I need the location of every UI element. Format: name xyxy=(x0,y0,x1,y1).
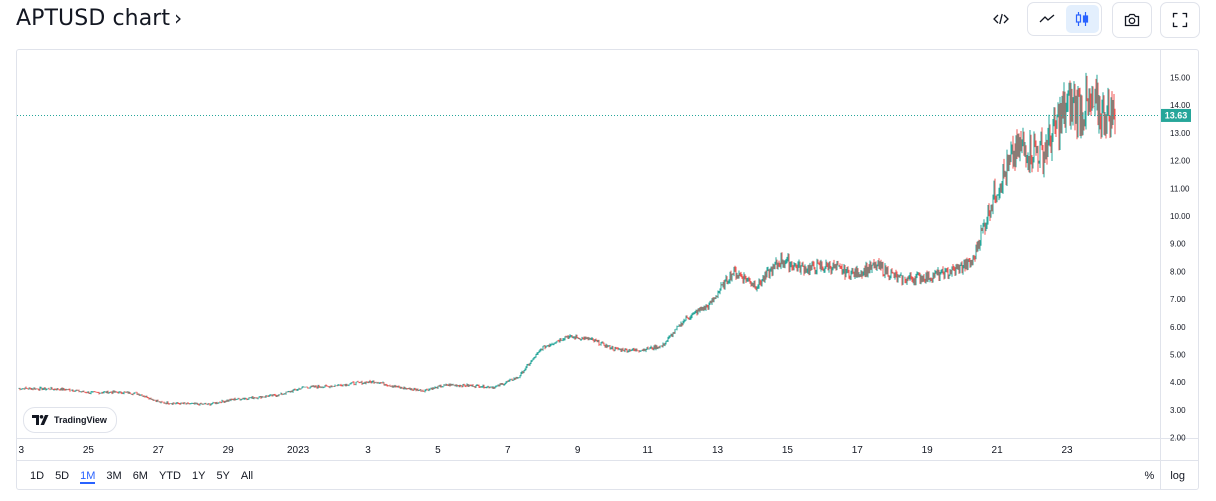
range-3m-button[interactable]: 3M xyxy=(106,469,122,482)
x-tick-label: 25 xyxy=(83,445,95,456)
y-tick-label: 12.00 xyxy=(1170,157,1191,166)
range-all-button[interactable]: All xyxy=(240,469,254,482)
candlestick-icon xyxy=(1076,12,1089,26)
percent-scale-button[interactable]: % xyxy=(1144,470,1155,482)
x-tick-label: 23 xyxy=(1061,445,1073,456)
range-5d-button[interactable]: 5D xyxy=(55,469,70,482)
x-tick-label: 9 xyxy=(575,445,581,456)
tradingview-logo[interactable]: TradingView xyxy=(23,407,117,433)
title-text: APTUSD chart xyxy=(16,6,171,31)
log-scale-button[interactable]: log xyxy=(1170,470,1185,482)
x-tick-label: 15 xyxy=(782,445,794,456)
time-scale: 3 25 27 29 2023 3 5 7 9 11 13 15 17 19 21 23 xyxy=(19,445,1073,456)
chevron-right-icon: › xyxy=(174,6,183,30)
code-embed-icon xyxy=(993,13,1009,25)
candlestick-button[interactable] xyxy=(1065,5,1099,33)
y-tick-label: 2.00 xyxy=(1170,434,1186,443)
x-tick-label: 29 xyxy=(223,445,235,456)
x-tick-label: 3 xyxy=(19,445,25,456)
y-tick-label: 15.00 xyxy=(1170,74,1191,83)
logo-text: TradingView xyxy=(54,415,107,425)
y-tick-label: 3.00 xyxy=(1170,406,1186,415)
x-tick-label: 13 xyxy=(712,445,724,456)
y-tick-label: 8.00 xyxy=(1170,267,1186,276)
y-tick-label: 14.00 xyxy=(1170,101,1191,110)
y-tick-label: 13.00 xyxy=(1170,129,1191,138)
range-ytd-button[interactable]: YTD xyxy=(158,469,181,482)
camera-icon xyxy=(1124,13,1140,27)
line-chart-button[interactable] xyxy=(1030,5,1064,33)
range-6m-button[interactable]: 6M xyxy=(132,469,148,482)
x-tick-label: 2023 xyxy=(287,445,310,456)
range-1y-button[interactable]: 1Y xyxy=(191,469,206,482)
page-title[interactable]: APTUSD chart › xyxy=(16,6,182,31)
y-tick-label: 11.00 xyxy=(1170,184,1190,193)
y-tick-label: 7.00 xyxy=(1170,295,1186,304)
x-tick-label: 3 xyxy=(365,445,371,456)
x-tick-label: 7 xyxy=(505,445,511,456)
range-bar: 1D 5D 1M 3M 6M YTD 1Y 5Y All % log xyxy=(16,460,1199,490)
y-tick-label: 9.00 xyxy=(1170,240,1186,249)
line-chart-icon xyxy=(1039,14,1055,23)
embed-button[interactable] xyxy=(984,2,1018,36)
last-price-label: 13.63 xyxy=(1165,110,1188,120)
x-tick-label: 21 xyxy=(992,445,1004,456)
tradingview-logo-icon xyxy=(32,415,49,425)
x-tick-label: 27 xyxy=(153,445,165,456)
range-1d-button[interactable]: 1D xyxy=(30,469,45,482)
x-tick-label: 19 xyxy=(922,445,934,456)
fullscreen-icon xyxy=(1172,12,1188,28)
y-tick-label: 6.00 xyxy=(1170,323,1186,332)
y-tick-label: 5.00 xyxy=(1170,351,1186,360)
range-1m-button[interactable]: 1M xyxy=(80,469,96,484)
chart-container: 2.00 3.00 4.00 5.00 6.00 7.00 8.00 9.00 10.00 11.… xyxy=(16,49,1199,490)
price-scale: 2.00 3.00 4.00 5.00 6.00 7.00 8.00 9.00 10.00 11.… xyxy=(1170,74,1191,443)
x-tick-label: 5 xyxy=(435,445,441,456)
y-tick-label: 10.00 xyxy=(1170,212,1191,221)
chart-type-toggle xyxy=(1027,2,1102,36)
range-5y-button[interactable]: 5Y xyxy=(216,469,230,482)
x-tick-label: 11 xyxy=(642,445,653,456)
y-tick-label: 4.00 xyxy=(1170,378,1186,387)
fullscreen-button[interactable] xyxy=(1160,2,1200,38)
price-chart[interactable]: 2.00 3.00 4.00 5.00 6.00 7.00 8.00 9.00 10.00 11.… xyxy=(17,50,1198,489)
x-tick-label: 17 xyxy=(852,445,864,456)
last-price-badge xyxy=(1161,108,1191,122)
candles-layer xyxy=(18,72,1116,406)
snapshot-button[interactable] xyxy=(1112,2,1152,38)
scale-toggles: % log xyxy=(1145,461,1185,491)
